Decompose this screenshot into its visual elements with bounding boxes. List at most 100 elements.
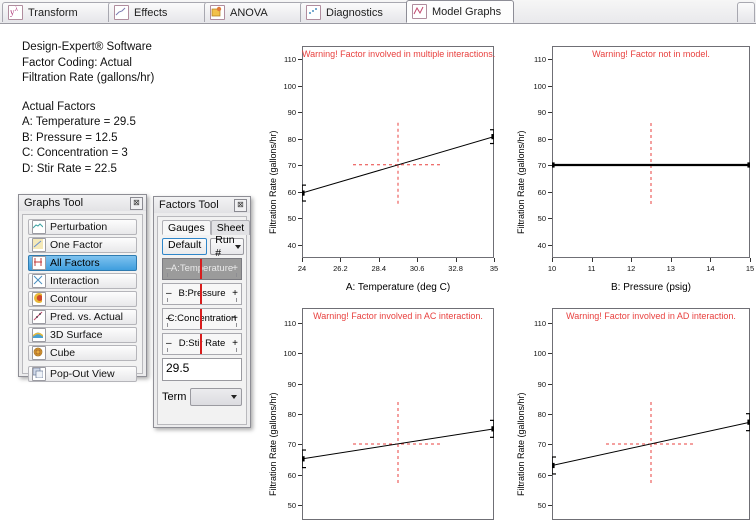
chart-a-temperature[interactable]: Warning! Factor involved in multiple int… bbox=[266, 34, 504, 293]
y-tick-mark bbox=[298, 218, 302, 220]
graphs-item-all-factors-label: All Factors bbox=[50, 257, 100, 269]
gauge-d-plus[interactable]: + bbox=[232, 338, 238, 349]
factors-tool-title: Factors Tool bbox=[159, 199, 219, 211]
factors-tool-panel: Factors Tool ⊠ Gauges Sheet Default Run … bbox=[153, 196, 251, 428]
factors-tool-close-icon[interactable]: ⊠ bbox=[234, 198, 247, 212]
graphs-item-cube[interactable]: Cube bbox=[28, 345, 137, 361]
tab-effects-label: Effects bbox=[134, 6, 168, 19]
x-tick-label: 14 bbox=[706, 264, 715, 273]
surface-3d-icon bbox=[32, 328, 46, 342]
term-chevron-down-icon bbox=[231, 395, 237, 399]
y-tick-mark bbox=[298, 323, 302, 325]
svg-text:λ: λ bbox=[15, 7, 18, 13]
gauge-d-stir-rate[interactable]: – D:Stir Rate + bbox=[162, 333, 242, 355]
tab-anova-label: ANOVA bbox=[230, 6, 268, 19]
x-tick-mark bbox=[455, 258, 457, 262]
y-tick-mark bbox=[298, 85, 302, 87]
graphs-item-all-factors[interactable]: All Factors bbox=[28, 255, 137, 271]
chart-b-pressure[interactable]: Warning! Factor not in model. Filtration … bbox=[504, 34, 754, 293]
y-tick-mark bbox=[298, 59, 302, 61]
x-tick-label: 24 bbox=[297, 264, 307, 273]
effects-icon bbox=[114, 5, 129, 20]
plot-graphics bbox=[552, 122, 750, 207]
y-tick-label: 90 bbox=[287, 379, 296, 389]
gauge-a-label: A:Temperature bbox=[170, 263, 234, 274]
y-tick-mark bbox=[298, 191, 302, 193]
gauge-a-minus[interactable]: – bbox=[166, 263, 172, 274]
y-tick-mark bbox=[548, 218, 552, 220]
gauge-b-pressure[interactable]: – B:Pressure + bbox=[162, 283, 242, 305]
y-tick-label: 90 bbox=[537, 108, 546, 118]
gauge-d-track[interactable] bbox=[167, 348, 237, 352]
graphs-item-3d-surface[interactable]: 3D Surface bbox=[28, 327, 137, 343]
y-tick-label: 60 bbox=[287, 187, 296, 197]
gauge-b-track[interactable] bbox=[167, 298, 237, 302]
gauge-c-plus[interactable]: + bbox=[232, 313, 238, 324]
graphs-item-interaction[interactable]: Interaction bbox=[28, 273, 137, 289]
y-tick-label: 60 bbox=[537, 187, 546, 197]
factor-value-input[interactable]: 29.5 bbox=[162, 358, 242, 381]
data-point-marker bbox=[491, 134, 494, 140]
y-tick-mark bbox=[298, 112, 302, 114]
cube-icon bbox=[32, 346, 46, 360]
graphs-item-cube-label: Cube bbox=[50, 347, 76, 359]
chart-c-concentration[interactable]: Warning! Factor involved in AC interacti… bbox=[266, 296, 504, 520]
data-point-marker bbox=[491, 426, 494, 432]
anova-icon bbox=[210, 5, 225, 20]
gauge-a-track[interactable] bbox=[167, 273, 237, 277]
gauge-d-marker[interactable] bbox=[199, 334, 202, 354]
y-tick-mark bbox=[548, 59, 552, 61]
gauge-c-marker[interactable] bbox=[199, 309, 202, 329]
gauge-c-track[interactable] bbox=[167, 323, 237, 327]
prediction-line bbox=[302, 428, 494, 460]
gauge-b-minus[interactable]: – bbox=[166, 288, 172, 299]
warning-text: Warning! Factor involved in AD interacti… bbox=[566, 311, 736, 321]
y-tick-mark bbox=[298, 244, 302, 246]
legend-factor-c: C: Concentration = 3 bbox=[22, 147, 128, 159]
x-tick-label: 35 bbox=[489, 264, 499, 273]
design-legend: Design-Expert® Software Factor Coding: A… bbox=[22, 40, 154, 177]
graphs-item-pred-vs-actual[interactable]: Pred. vs. Actual bbox=[28, 309, 137, 325]
graphs-tool-close-icon[interactable]: ⊠ bbox=[130, 196, 143, 210]
gauge-b-plus[interactable]: + bbox=[232, 288, 238, 299]
gauge-a-temperature[interactable]: – A:Temperature + bbox=[162, 258, 242, 280]
x-tick-mark bbox=[750, 258, 751, 262]
data-point-marker bbox=[747, 162, 750, 168]
gauge-a-marker[interactable] bbox=[199, 259, 202, 279]
tab-anova[interactable]: ANOVA bbox=[204, 2, 304, 22]
y-tick-label: 80 bbox=[287, 410, 296, 419]
run-number-select[interactable]: Run # bbox=[210, 234, 244, 259]
graphs-item-contour[interactable]: Contour bbox=[28, 291, 137, 307]
legend-actual-factors-heading: Actual Factors bbox=[22, 100, 96, 113]
y-tick-label: 70 bbox=[537, 440, 546, 450]
x-tick-label: 10 bbox=[547, 264, 557, 273]
graphs-item-pop-out-view[interactable]: Pop-Out View bbox=[28, 366, 137, 382]
y-tick-mark bbox=[548, 85, 552, 87]
graphs-item-one-factor[interactable]: One Factor bbox=[28, 237, 137, 253]
tab-effects[interactable]: Effects bbox=[108, 2, 208, 22]
plot-graphics bbox=[302, 401, 494, 486]
gauge-d-minus[interactable]: – bbox=[166, 338, 172, 349]
term-select[interactable] bbox=[190, 388, 242, 406]
x-tick-mark bbox=[591, 258, 593, 262]
tab-diagnostics[interactable]: Diagnostics bbox=[300, 2, 410, 22]
plot-graphics bbox=[302, 122, 494, 207]
term-row: Term bbox=[162, 388, 242, 406]
plot-area bbox=[552, 46, 750, 258]
gauge-c-minus[interactable]: – bbox=[166, 313, 172, 324]
tab-sheet[interactable]: Sheet bbox=[210, 220, 251, 235]
graphs-tool-title: Graphs Tool bbox=[24, 197, 84, 209]
x-tick-mark bbox=[494, 258, 495, 262]
default-button[interactable]: Default bbox=[162, 238, 208, 255]
term-label: Term bbox=[162, 391, 187, 403]
gauge-a-plus[interactable]: + bbox=[232, 263, 238, 274]
gauge-c-concentration[interactable]: – C:Concentration + bbox=[162, 308, 242, 330]
tab-overflow[interactable] bbox=[737, 2, 755, 22]
chart-d-stir-rate[interactable]: Warning! Factor involved in AD interacti… bbox=[504, 296, 754, 520]
tab-gauges[interactable]: Gauges bbox=[162, 220, 211, 235]
gauge-b-marker[interactable] bbox=[199, 284, 202, 304]
graphs-item-perturbation[interactable]: Perturbation bbox=[28, 219, 137, 235]
tab-model-graphs[interactable]: Model Graphs bbox=[406, 0, 514, 23]
